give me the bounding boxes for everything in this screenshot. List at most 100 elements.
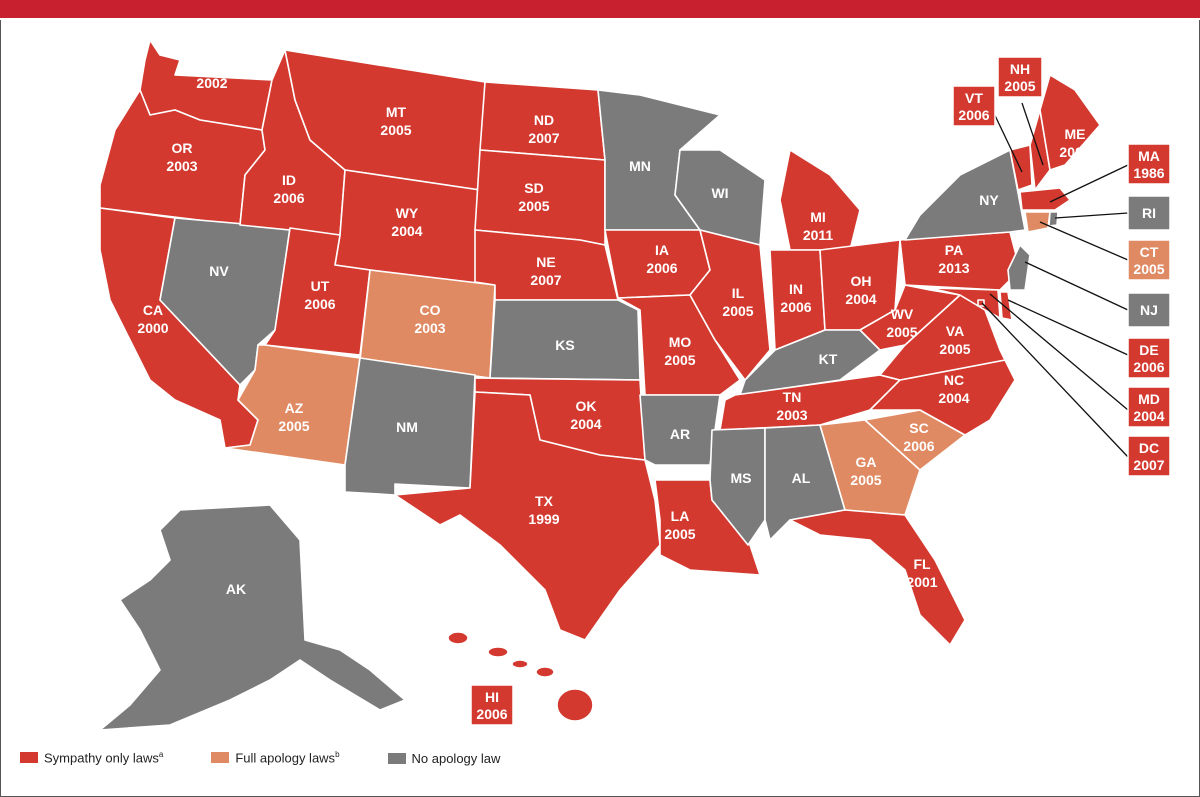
label-nc-year: 2004: [938, 390, 969, 406]
label-nv-abbr: NV: [209, 263, 229, 279]
callout-de-abbr: DE: [1139, 342, 1158, 358]
callout-nh-year: 2005: [1004, 78, 1035, 94]
label-me-year: 2005: [1059, 144, 1090, 160]
state-il: [689, 229, 771, 381]
label-mi-abbr: MI: [810, 209, 826, 225]
label-in-abbr: IN: [789, 281, 803, 297]
label-kt-abbr: KT: [819, 351, 838, 367]
legend-label-sympathy: Sympathy only lawsa: [44, 750, 164, 766]
states-layer: [99, 39, 1101, 731]
label-ia-year: 2006: [646, 260, 677, 276]
label-ga-year: 2005: [850, 472, 881, 488]
leader-de: [1007, 299, 1129, 356]
label-wa-year: 2002: [196, 75, 227, 91]
callout-vt-year: 2006: [958, 107, 989, 123]
legend-item-sympathy: Sympathy only lawsa: [20, 750, 164, 766]
label-va-abbr: VA: [946, 323, 964, 339]
state-ks: [489, 299, 641, 381]
callouts: VT 2006 NH 2005 MA 1986 RI CT 2005 NJ: [470, 56, 1171, 726]
top-accent-bar: [0, 0, 1200, 18]
leader-ma: [1049, 164, 1129, 203]
leader-ct: [1039, 221, 1129, 261]
label-ne-abbr: NE: [536, 254, 555, 270]
label-pa-year: 2013: [938, 260, 969, 276]
callout-ma: MA 1986: [1127, 143, 1171, 185]
leader-nj: [1024, 261, 1129, 311]
leader-dc: [981, 302, 1129, 458]
label-mt-abbr: MT: [386, 104, 407, 120]
label-sd-abbr: SD: [524, 180, 543, 196]
callout-hi: HI 2006: [470, 684, 514, 726]
callout-ri-abbr: RI: [1142, 205, 1156, 221]
label-ca-year: 2000: [137, 320, 168, 336]
callout-dc-year: 2007: [1133, 457, 1164, 473]
callout-nj: NJ: [1127, 292, 1171, 328]
callout-nj-abbr: NJ: [1140, 302, 1158, 318]
label-wa-abbr: WA: [201, 57, 224, 73]
legend-label-no-law: No apology law: [411, 750, 501, 766]
state-ny: [904, 149, 1026, 241]
state-tx: [394, 391, 661, 641]
callout-nh: NH 2005: [997, 56, 1043, 98]
state-nj: [1007, 244, 1031, 291]
label-in-year: 2006: [780, 299, 811, 315]
labels-layer: WA 2002 OR 2003 CA 2000 NV ID 2006 MT 20…: [137, 57, 1090, 597]
state-vt: [1009, 144, 1033, 191]
callout-hi-year: 2006: [476, 706, 507, 722]
label-oh-abbr: OH: [851, 273, 872, 289]
callout-vt-abbr: VT: [965, 90, 983, 106]
label-mt-year: 2005: [380, 122, 411, 138]
label-fl-year: 2001: [906, 574, 937, 590]
label-wy-abbr: WY: [396, 205, 419, 221]
legend-swatch-full-apology: [211, 752, 230, 764]
callout-de: DE 2006: [1127, 337, 1171, 379]
callout-ma-abbr: MA: [1138, 148, 1160, 164]
label-tn-abbr: TN: [783, 389, 802, 405]
label-co-year: 2003: [414, 320, 445, 336]
label-me-abbr: ME: [1065, 126, 1086, 142]
label-sd-year: 2005: [518, 198, 549, 214]
label-az-year: 2005: [278, 418, 309, 434]
state-de: [999, 291, 1013, 321]
state-ma: [1019, 187, 1071, 211]
label-wy-year: 2004: [391, 223, 422, 239]
legend-item-full-apology: Full apology lawsb: [211, 750, 340, 766]
label-ok-abbr: OK: [576, 398, 597, 414]
state-wv: [859, 284, 961, 351]
callout-ct-abbr: CT: [1140, 244, 1159, 260]
label-co-abbr: CO: [420, 302, 441, 318]
label-ok-year: 2004: [570, 416, 601, 432]
state-ct: [1024, 211, 1051, 233]
label-nm-abbr: NM: [396, 419, 418, 435]
label-ca-abbr: CA: [143, 302, 163, 318]
label-ia-abbr: IA: [655, 242, 669, 258]
label-ne-year: 2007: [530, 272, 561, 288]
callout-nh-abbr: NH: [1010, 61, 1030, 77]
callout-md-abbr: MD: [1138, 391, 1160, 407]
callout-ma-year: 1986: [1133, 165, 1164, 181]
callout-ri: RI: [1127, 195, 1171, 231]
callout-lines: [981, 102, 1129, 458]
label-ut-abbr: UT: [311, 278, 330, 294]
label-or-year: 2003: [166, 158, 197, 174]
state-hi: [447, 631, 594, 722]
label-ak-abbr: AK: [226, 581, 246, 597]
label-il-year: 2005: [722, 303, 753, 319]
callout-de-year: 2006: [1133, 359, 1164, 375]
state-ak: [99, 504, 406, 731]
label-ga-abbr: GA: [856, 454, 877, 470]
callout-ct-year: 2005: [1133, 261, 1164, 277]
label-wv-year: 2005: [886, 324, 917, 340]
legend-item-no-law: No apology law: [387, 750, 501, 766]
label-wi-abbr: WI: [711, 185, 728, 201]
label-mn-abbr: MN: [629, 158, 651, 174]
label-nd-year: 2007: [528, 130, 559, 146]
state-ga: [819, 419, 921, 516]
label-il-abbr: IL: [732, 285, 745, 301]
label-al-abbr: AL: [792, 470, 811, 486]
label-id-year: 2006: [273, 190, 304, 206]
label-mo-year: 2005: [664, 352, 695, 368]
state-ri: [1048, 211, 1059, 227]
label-id-abbr: ID: [282, 172, 296, 188]
label-wv-abbr: WV: [891, 306, 914, 322]
